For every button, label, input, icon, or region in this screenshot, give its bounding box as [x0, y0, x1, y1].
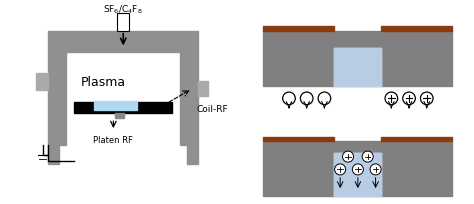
Circle shape — [362, 151, 373, 162]
Text: Platen RF: Platen RF — [93, 136, 133, 145]
Bar — [36, 74, 48, 90]
Circle shape — [385, 93, 398, 105]
Bar — [382, 137, 452, 141]
Bar — [382, 27, 452, 31]
Bar — [66, 53, 180, 145]
Bar — [334, 49, 382, 86]
Circle shape — [403, 93, 415, 105]
Bar — [198, 81, 208, 96]
Bar — [187, 145, 198, 165]
Bar — [264, 31, 452, 86]
Circle shape — [301, 93, 313, 105]
Circle shape — [335, 164, 346, 175]
Text: Plasma: Plasma — [81, 76, 126, 89]
Bar — [74, 103, 173, 114]
Text: Coil-RF: Coil-RF — [196, 104, 228, 113]
Bar — [94, 101, 137, 111]
Bar — [264, 27, 334, 31]
Bar — [334, 153, 382, 196]
Bar — [48, 145, 59, 165]
Bar — [180, 53, 198, 145]
Circle shape — [318, 93, 331, 105]
Circle shape — [352, 164, 364, 175]
Text: SF$_6$/C$_4$F$_8$: SF$_6$/C$_4$F$_8$ — [103, 4, 143, 16]
Bar — [115, 113, 124, 119]
Circle shape — [283, 93, 295, 105]
Bar — [48, 31, 198, 53]
Bar — [334, 153, 382, 196]
Circle shape — [343, 151, 354, 162]
Bar — [118, 14, 129, 31]
Bar — [334, 49, 382, 86]
Bar — [264, 137, 334, 141]
Circle shape — [370, 164, 381, 175]
Bar — [264, 141, 452, 196]
Bar — [48, 53, 66, 145]
Circle shape — [420, 93, 433, 105]
